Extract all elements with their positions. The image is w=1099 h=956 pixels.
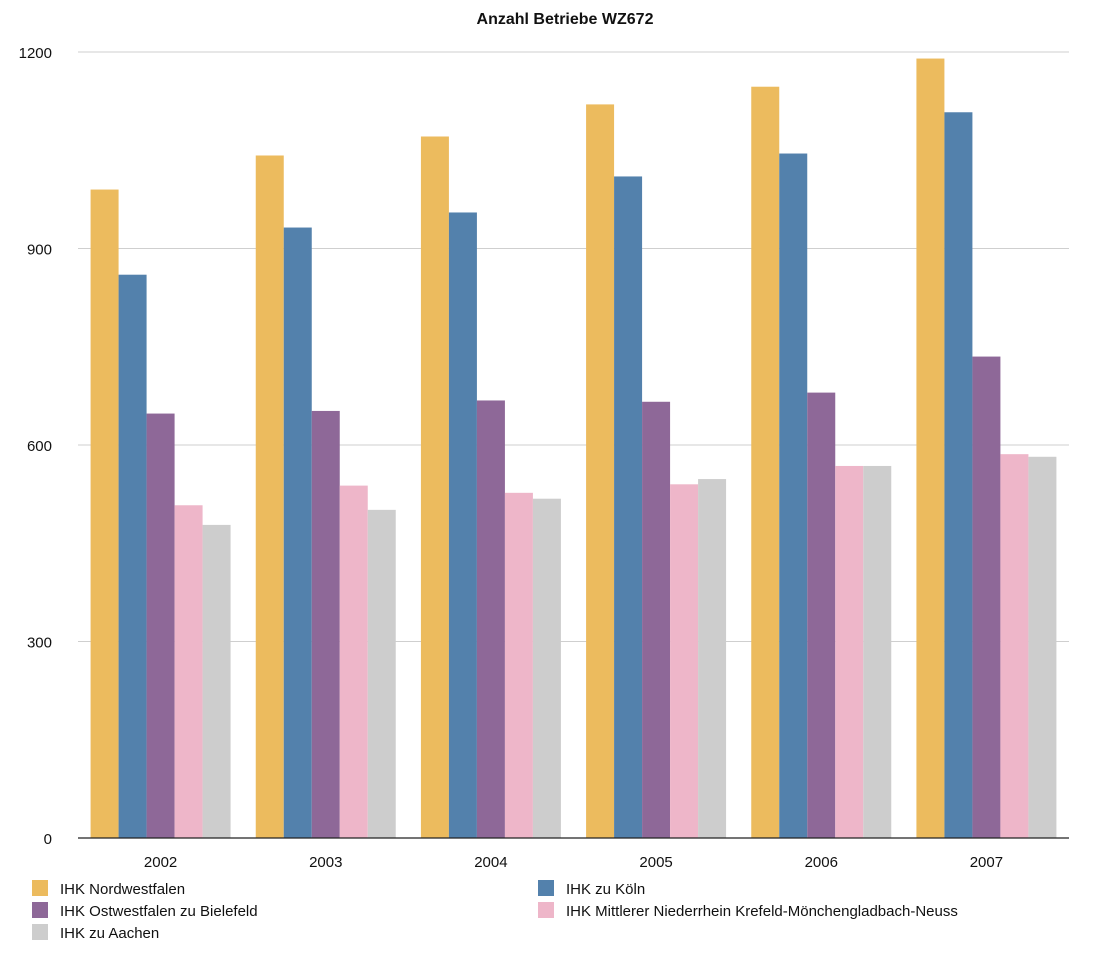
bar: [863, 465, 892, 838]
legend-label: IHK Mittlerer Niederrhein Krefeld-Mönche…: [566, 903, 958, 920]
bar: [532, 498, 561, 838]
legend-label: IHK Nordwestfalen: [60, 881, 185, 898]
x-tick-label: 2005: [639, 854, 672, 871]
bar: [118, 274, 147, 838]
bar: [614, 176, 643, 838]
y-tick-label: 300: [27, 635, 52, 652]
bar: [255, 155, 284, 839]
bar: [779, 153, 808, 838]
x-tick-label: 2002: [144, 854, 177, 871]
bar: [90, 189, 119, 839]
bar: [339, 485, 368, 838]
legend: IHK Nordwestfalen IHK zu Köln IHK Ostwestf…: [32, 880, 958, 942]
bar: [586, 104, 615, 838]
bar: [972, 356, 1001, 838]
y-tick-label: 1200: [19, 45, 52, 62]
legend-label: IHK zu Köln: [566, 881, 645, 898]
x-axis-ticks: 2002 2003 2004 2005 2006 2007: [144, 854, 1003, 871]
x-tick-label: 2004: [474, 854, 507, 871]
bar: [751, 86, 780, 839]
legend-swatch: [32, 880, 48, 896]
bar: [642, 401, 671, 838]
legend-swatch: [538, 880, 554, 896]
gridlines: [78, 51, 1069, 642]
chart-title: Anzahl Betriebe WZ672: [477, 11, 654, 28]
bar: [311, 410, 340, 838]
bar: [504, 492, 533, 838]
legend-label: IHK Ostwestfalen zu Bielefeld: [60, 903, 258, 920]
y-tick-label: 600: [27, 438, 52, 455]
legend-swatch: [538, 902, 554, 918]
bar: [670, 484, 699, 838]
bar: [698, 479, 727, 838]
y-tick-label: 0: [44, 831, 52, 848]
bar: [1000, 454, 1029, 838]
bar: [367, 509, 396, 838]
bar: [202, 524, 231, 838]
bar: [807, 392, 836, 838]
bar: [835, 465, 864, 838]
x-tick-label: 2007: [970, 854, 1003, 871]
y-axis-ticks: 0 300 600 900 1200: [19, 45, 52, 848]
bar: [1028, 456, 1057, 838]
x-tick-label: 2006: [805, 854, 838, 871]
bar: [283, 227, 312, 839]
bar: [944, 112, 973, 838]
legend-swatch: [32, 902, 48, 918]
bar: [174, 505, 203, 838]
bar: [146, 413, 175, 838]
y-tick-label: 900: [27, 242, 52, 259]
legend-label: IHK zu Aachen: [60, 925, 159, 942]
bar: [448, 212, 477, 839]
bar: [476, 400, 505, 838]
bar: [420, 136, 449, 838]
x-tick-label: 2003: [309, 854, 342, 871]
bars: [90, 58, 1057, 839]
bar: [916, 58, 945, 839]
legend-swatch: [32, 924, 48, 940]
